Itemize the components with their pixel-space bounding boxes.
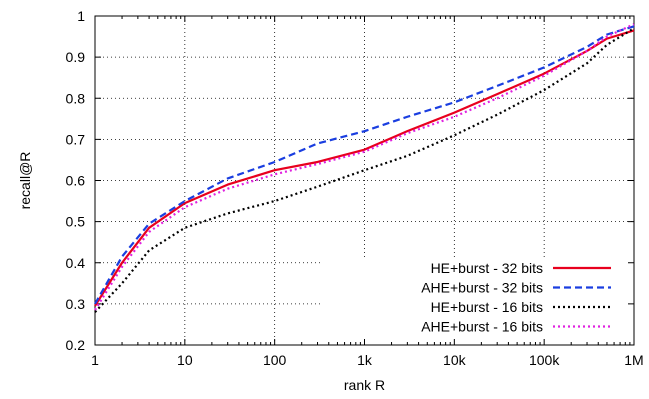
series-line-3 — [94, 27, 635, 313]
series-line-2 — [94, 25, 635, 305]
x-tick-label: 1 — [91, 352, 99, 368]
y-tick-label: 0.9 — [66, 49, 86, 65]
x-tick-label: 100 — [263, 352, 287, 368]
y-tick-label: 0.7 — [66, 131, 86, 147]
x-tick-label: 10 — [177, 352, 193, 368]
legend-label-3: HE+burst - 16 bits — [431, 299, 543, 315]
x-tick-label: 1k — [357, 352, 373, 368]
y-tick-label: 1 — [77, 8, 85, 24]
x-tick-label: 10k — [443, 352, 467, 368]
x-axis-title: rank R — [344, 377, 385, 393]
y-tick-label: 0.4 — [66, 255, 86, 271]
y-tick-label: 0.3 — [66, 296, 86, 312]
series-lines — [94, 23, 635, 313]
x-tick-label: 100k — [529, 352, 560, 368]
legend: HE+burst - 32 bits AHE+burst - 32 bits HE+… — [421, 260, 611, 335]
legend-label-1: HE+burst - 32 bits — [431, 260, 543, 276]
y-tick-label: 0.6 — [66, 173, 86, 189]
y-axis-title: recall@R — [17, 152, 33, 210]
axis-ticks: 1 10 100 1k 10k 100k 1M 0.2 0.3 0.4 0.5 0.6 0.7 0.8 0.… — [66, 8, 644, 368]
y-tick-label: 0.2 — [66, 337, 86, 353]
grid — [95, 16, 634, 345]
series-line-4 — [94, 23, 635, 311]
legend-label-4: AHE+burst - 16 bits — [421, 319, 543, 335]
x-tick-label: 1M — [624, 352, 643, 368]
y-tick-label: 0.8 — [66, 90, 86, 106]
y-tick-label: 0.5 — [66, 214, 86, 230]
legend-label-2: AHE+burst - 32 bits — [421, 280, 543, 296]
